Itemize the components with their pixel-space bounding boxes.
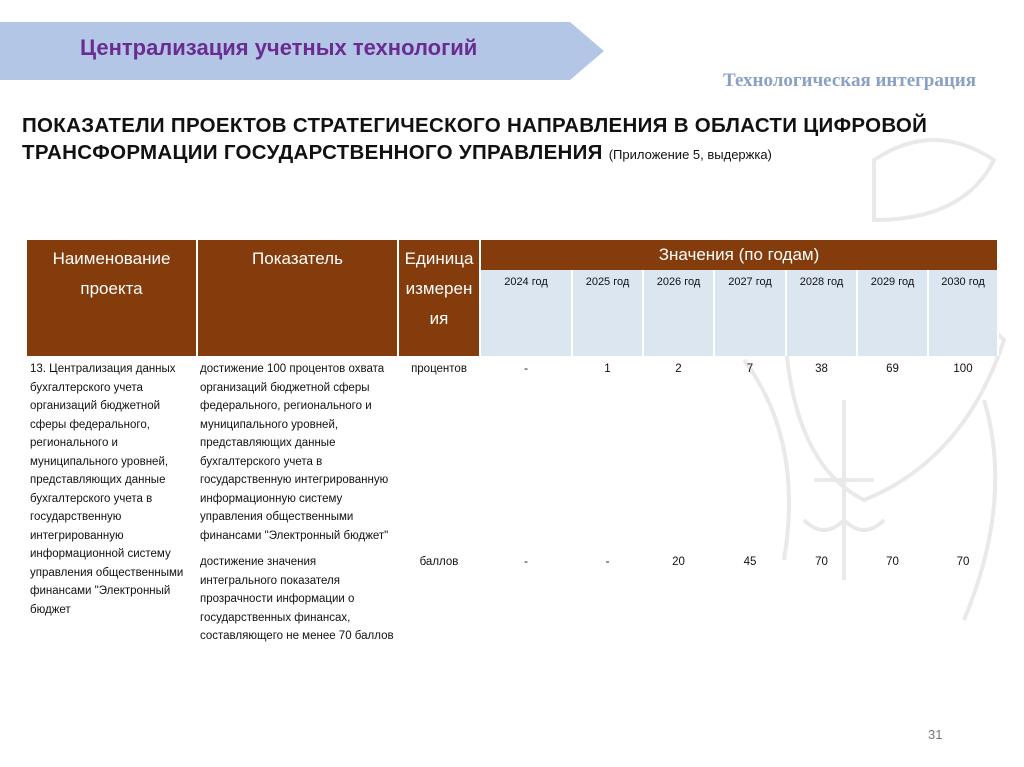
year-header: 2030 год [928, 270, 999, 356]
year-header: 2024 год [480, 270, 573, 356]
value: 70 [815, 556, 828, 568]
year-header: 2025 год [572, 270, 644, 356]
year-header: 2029 год [857, 270, 929, 356]
header-unit: Единица измерения [398, 240, 481, 356]
header-values: Значения (по годам) [480, 240, 999, 270]
page-number: 31 [928, 727, 943, 742]
unit: процентов [411, 363, 467, 375]
value: 100 [953, 363, 973, 375]
table-row: 13. Централизация данных бухгалтерского … [27, 356, 998, 616]
value: 7 [746, 363, 754, 375]
indicator: достижение 100 процентов охвата организа… [200, 363, 389, 542]
section-banner: Централизация учетных технологий [0, 22, 604, 80]
title-note: (Приложение 5, выдержка) [608, 147, 772, 162]
value: 38 [815, 363, 828, 375]
title-main: ПОКАЗАТЕЛИ ПРОЕКТОВ СТРАТЕГИЧЕСКОГО НАПР… [22, 114, 928, 164]
year-header: 2026 год [643, 270, 715, 356]
banner-title: Централизация учетных технологий [80, 35, 478, 60]
section-subtitle: Технологическая интеграция [723, 70, 976, 91]
value: - [605, 556, 610, 568]
indicators-table: Наименование проекта Показатель Единица … [27, 240, 999, 650]
value: 45 [743, 556, 757, 568]
year-header: 2028 год [786, 270, 858, 356]
value: 2 [675, 363, 682, 375]
project-name: 13. Централизация данных бухгалтерского … [30, 363, 184, 616]
value: 1 [604, 363, 611, 375]
slide-title: ПОКАЗАТЕЛИ ПРОЕКТОВ СТРАТЕГИЧЕСКОГО НАПР… [22, 112, 1002, 168]
value: 70 [886, 556, 899, 568]
value: - [524, 363, 528, 375]
indicator: достижение значения интегрального показа… [200, 556, 394, 642]
value: - [524, 556, 528, 568]
value: 20 [672, 556, 685, 568]
unit: баллов [419, 556, 459, 568]
value: 69 [886, 363, 899, 375]
year-header: 2027 год [714, 270, 787, 356]
header-project: Наименование проекта [27, 240, 198, 356]
value: 70 [956, 556, 970, 568]
header-indicator: Показатель [197, 240, 399, 356]
table-row: достижение значения интегрального показа… [27, 549, 998, 650]
